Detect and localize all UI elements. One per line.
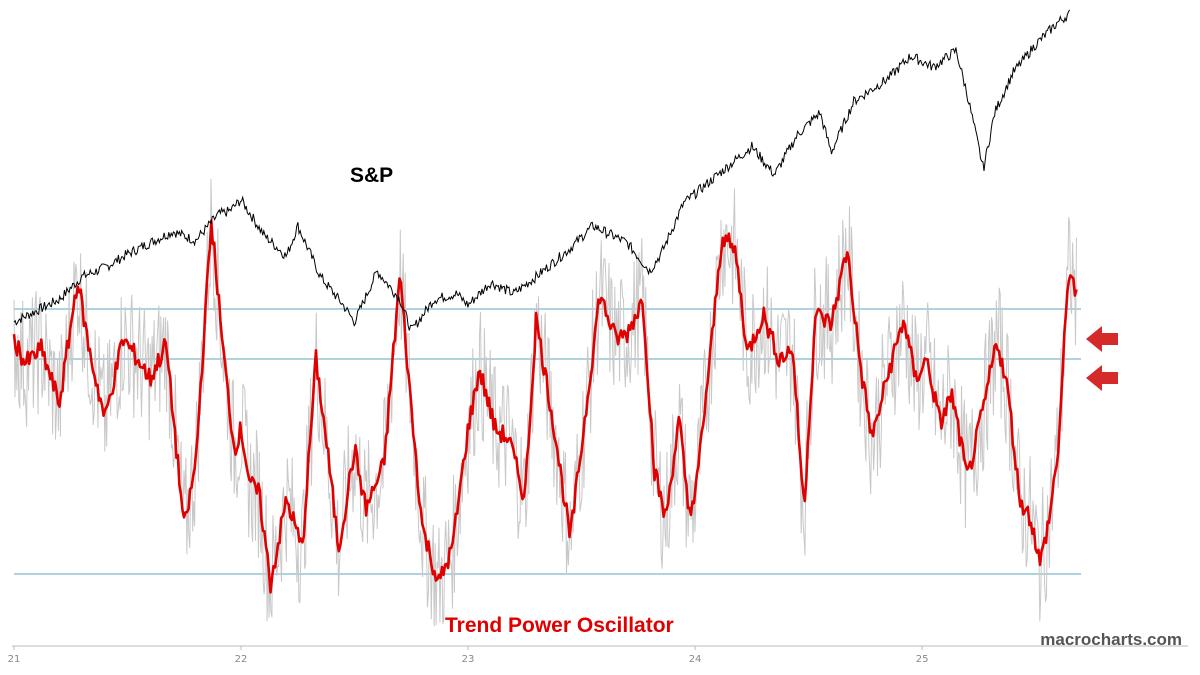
x-tick-label: 24 xyxy=(689,654,702,665)
x-tick-label: 25 xyxy=(916,654,929,665)
x-axis-ticks: 21 22 23 24 25 xyxy=(8,646,929,665)
arrow-left-icon xyxy=(1086,365,1118,391)
watermark: macrocharts.com xyxy=(1040,630,1182,649)
x-tick-label: 21 xyxy=(8,654,21,665)
oscillator-label: Trend Power Oscillator xyxy=(445,614,674,637)
arrow-left-icon xyxy=(1086,326,1118,352)
x-tick-label: 22 xyxy=(235,654,248,665)
sp-price-line xyxy=(13,9,1071,331)
oscillator-smoothed-line xyxy=(12,219,1078,594)
arrow-markers xyxy=(1086,326,1118,391)
oscillator-raw-line xyxy=(13,178,1077,627)
sp-label: S&P xyxy=(350,164,393,187)
x-tick-label: 23 xyxy=(462,654,475,665)
